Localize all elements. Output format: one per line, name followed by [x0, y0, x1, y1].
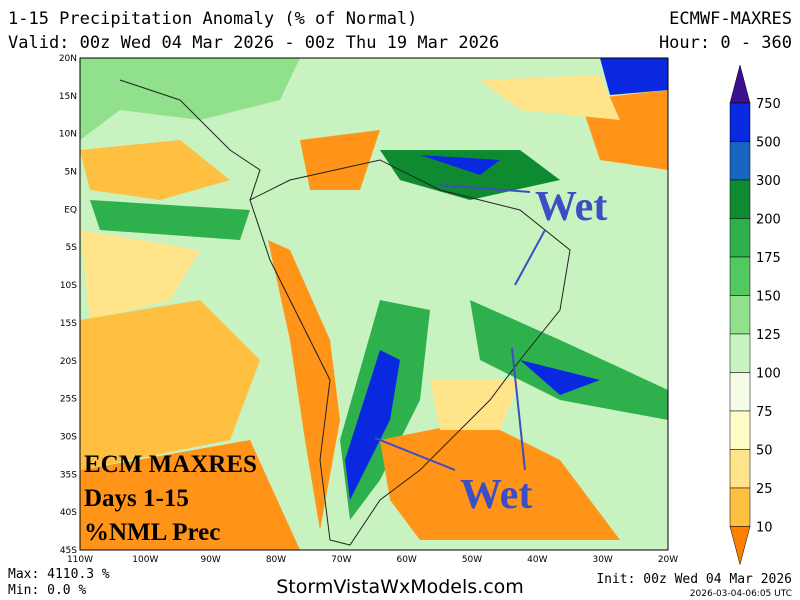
annotation-arrow — [511, 347, 526, 471]
timestamp: 2026-03-04-06:05 UTC — [690, 589, 792, 599]
colorbar-bin — [729, 487, 751, 527]
lat-label: EQ — [64, 205, 77, 215]
lat-label: 5N — [65, 168, 77, 178]
lon-label: 90W — [200, 555, 220, 565]
colorbar-bin — [729, 295, 751, 335]
lat-label: 15N — [59, 92, 77, 102]
colorbar-label: 75 — [756, 405, 773, 420]
annotation-arrow — [514, 229, 546, 286]
min-value: Min: 0.0 % — [8, 583, 86, 598]
colorbar-bin — [729, 333, 751, 373]
lon-label: 100W — [132, 555, 158, 565]
colorbar-bin — [729, 410, 751, 450]
lon-labels: 110W 100W 90W 80W 70W 60W 50W 40W 30W 20W — [67, 555, 678, 565]
lon-label: 20W — [658, 555, 678, 565]
colorbar-label: 125 — [756, 328, 781, 343]
lon-label: 30W — [592, 555, 612, 565]
map: 20N15N10N5NEQ5S10S15S20S25S30S35S40S45S … — [59, 54, 678, 565]
valid-range: Valid: 00z Wed 04 Mar 2026 - 00z Thu 19 … — [8, 33, 499, 53]
lat-label: 10N — [59, 130, 77, 140]
colorbar-arrow — [729, 526, 751, 566]
title: 1-15 Precipitation Anomaly (% of Normal) — [8, 9, 417, 29]
lat-label: 15S — [60, 319, 77, 329]
colorbar-bin — [729, 449, 751, 489]
colorbar: 750 500 300 200 175 150 125 100 75 50 25 10 — [729, 64, 781, 566]
colorbar-bin — [729, 141, 751, 181]
lat-label: 20S — [60, 357, 77, 367]
annotation-arrow — [439, 184, 531, 193]
lon-label: 40W — [527, 555, 547, 565]
model: ECMWF-MAXRES — [669, 9, 792, 29]
colorbar-label: 10 — [756, 521, 773, 536]
hour-range: Hour: 0 - 360 — [659, 33, 792, 53]
colorbar-label: 50 — [756, 444, 773, 459]
overlay-text: %NML Prec — [84, 519, 220, 546]
colorbar-label: 200 — [756, 213, 781, 228]
colorbar-bin — [729, 372, 751, 412]
site: StormVistaWxModels.com — [276, 576, 524, 598]
colorbar-bin — [729, 218, 751, 258]
colorbar-label: 100 — [756, 367, 781, 382]
colorbar-label: 25 — [756, 482, 773, 497]
lon-label: 50W — [462, 555, 482, 565]
lon-label: 60W — [396, 555, 416, 565]
max-value: Max: 4110.3 % — [8, 567, 110, 582]
lat-label: 25S — [60, 395, 77, 405]
lat-label: 20N — [59, 54, 77, 64]
lat-label: 45S — [60, 546, 77, 556]
annotation: Wet — [460, 472, 532, 518]
colorbar-label: 175 — [756, 251, 781, 266]
lat-label: 5S — [66, 243, 78, 253]
lat-labels: 20N 15N 10N 5N EQ 5S 10S 15S 20S 25S 30S 35S 40S 45S — [59, 54, 77, 556]
colorbar-label: 150 — [756, 290, 781, 305]
lat-label: 30S — [60, 432, 77, 442]
lat-label: 10S — [60, 281, 77, 291]
colorbar-bin — [729, 102, 751, 142]
lon-label: 110W — [67, 555, 93, 565]
init-time: Init: 00z Wed 04 Mar 2026 — [596, 572, 792, 587]
overlay-text: ECM MAXRES — [84, 451, 257, 478]
annotation: Wet — [535, 184, 607, 230]
colorbar-label: 500 — [756, 136, 781, 151]
annotation-arrow — [374, 437, 456, 471]
lon-label: 70W — [331, 555, 351, 565]
colorbar-bin — [729, 256, 751, 296]
overlay-text: Days 1-15 — [84, 485, 189, 512]
lon-label: 80W — [266, 555, 286, 565]
lat-label: 40S — [60, 508, 77, 518]
colorbar-label: 300 — [756, 174, 781, 189]
colorbar-arrow — [729, 64, 751, 104]
colorbar-label: 750 — [756, 97, 781, 112]
lat-label: 35S — [60, 470, 77, 480]
colorbar-bin — [729, 179, 751, 219]
